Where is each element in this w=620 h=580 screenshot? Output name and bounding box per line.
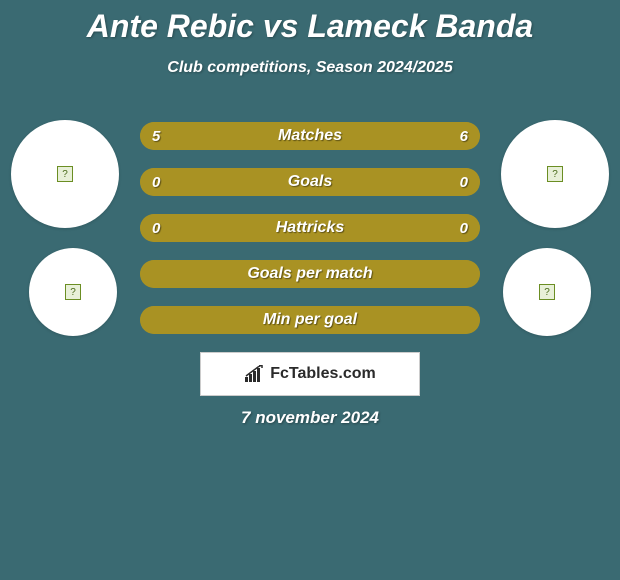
stat-bar: Min per goal <box>140 306 480 334</box>
broken-image-icon: ? <box>547 166 563 182</box>
left-player-column: ? ? <box>5 120 125 336</box>
brand-box: FcTables.com <box>200 352 420 396</box>
right-player-column: ? ? <box>495 120 615 336</box>
left-player-club-circle: ? <box>29 248 117 336</box>
comparison-subtitle: Club competitions, Season 2024/2025 <box>0 59 620 77</box>
stat-label: Matches <box>140 127 480 145</box>
stat-bar: 00Goals <box>140 168 480 196</box>
stat-label: Goals <box>140 173 480 191</box>
brand-text: FcTables.com <box>244 365 376 383</box>
stat-bar: 56Matches <box>140 122 480 150</box>
stats-bars: 56Matches 00Goals 00Hattricks Goals per mat… <box>140 122 480 352</box>
broken-image-icon: ? <box>65 284 81 300</box>
stat-label: Hattricks <box>140 219 480 237</box>
right-player-avatar-circle: ? <box>501 120 609 228</box>
right-player-club-circle: ? <box>503 248 591 336</box>
brand-label: FcTables.com <box>270 365 376 383</box>
left-player-avatar-circle: ? <box>11 120 119 228</box>
stat-bar: 00Hattricks <box>140 214 480 242</box>
broken-image-icon: ? <box>539 284 555 300</box>
bar-chart-icon <box>244 365 266 383</box>
snapshot-date: 7 november 2024 <box>0 408 620 428</box>
broken-image-icon: ? <box>57 166 73 182</box>
stat-label: Goals per match <box>140 265 480 283</box>
comparison-title: Ante Rebic vs Lameck Banda <box>0 0 620 45</box>
stat-label: Min per goal <box>140 311 480 329</box>
stat-bar: Goals per match <box>140 260 480 288</box>
